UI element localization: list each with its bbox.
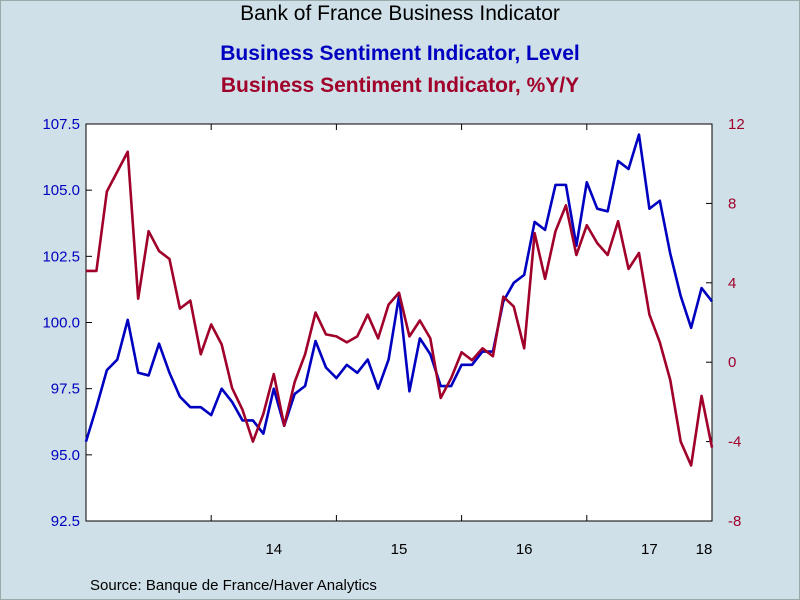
source-note: Source: Banque de France/Haver Analytics bbox=[90, 577, 377, 594]
left-tick-label: 95.0 bbox=[51, 447, 80, 464]
right-tick-label: 8 bbox=[728, 195, 736, 212]
x-tick-label: 14 bbox=[265, 541, 282, 558]
x-tick-label: 17 bbox=[641, 541, 658, 558]
left-tick-label: 107.5 bbox=[42, 116, 80, 133]
axes: 92.5 95.0 97.5 100.0 102.5 105.0 107.5 -8 -4 0 4 8 1… bbox=[42, 116, 744, 558]
right-tick-label: 4 bbox=[728, 275, 736, 292]
x-tick-label: 15 bbox=[391, 541, 408, 558]
left-tick-label: 100.0 bbox=[42, 315, 80, 332]
left-tick-label: 92.5 bbox=[51, 513, 80, 530]
right-tick-label: 0 bbox=[728, 354, 736, 371]
right-tick-label: 12 bbox=[728, 116, 745, 133]
right-tick-label: -4 bbox=[728, 434, 741, 451]
series-title-level: Business Sentiment Indicator, Level bbox=[220, 42, 580, 65]
plot-area bbox=[85, 123, 713, 522]
chart-title: Bank of France Business Indicator bbox=[240, 2, 560, 25]
series-title-yoy: Business Sentiment Indicator, %Y/Y bbox=[220, 74, 580, 97]
x-tick-label: 18 bbox=[696, 541, 713, 558]
series-line-yoy bbox=[86, 150, 714, 467]
left-tick-label: 105.0 bbox=[42, 182, 80, 199]
x-tick-label: 16 bbox=[516, 541, 533, 558]
left-tick-label: 97.5 bbox=[51, 381, 80, 398]
right-tick-label: -8 bbox=[728, 513, 741, 530]
left-tick-label: 102.5 bbox=[42, 248, 80, 265]
series-lines bbox=[84, 133, 714, 467]
